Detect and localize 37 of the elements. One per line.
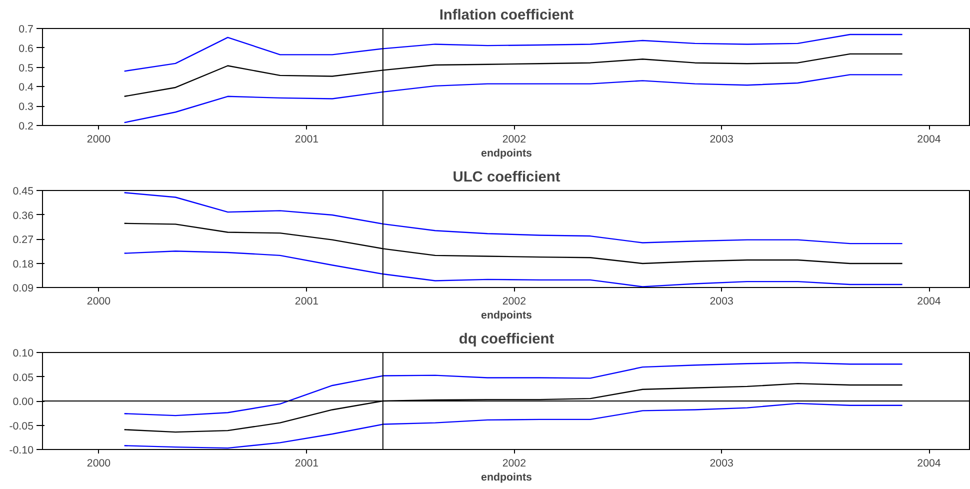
y-tick-label: 0.45: [12, 186, 34, 198]
chart-title: Inflation coefficient: [439, 8, 574, 24]
x-axis-title: endpoints: [481, 310, 532, 322]
y-tick-label: 0.6: [18, 42, 34, 55]
y-tick-label: 0.7: [18, 24, 34, 36]
x-tick-label: 2002: [502, 458, 526, 470]
x-tick-label: 2000: [86, 458, 111, 470]
y-tick-label: 0.2: [18, 120, 34, 132]
x-axis-title: endpoints: [481, 472, 532, 484]
x-tick-label: 2001: [294, 296, 319, 308]
y-tick-label: 0.4: [18, 82, 34, 94]
chart-title: dq coefficient: [458, 332, 554, 348]
x-tick-label: 2004: [917, 458, 941, 470]
y-tick-label: 0.00: [12, 396, 34, 408]
x-tick-label: 2004: [917, 134, 941, 146]
x-tick-label: 2000: [86, 296, 111, 308]
y-tick-label: 0.27: [12, 234, 34, 246]
x-tick-label: 2002: [502, 134, 526, 146]
x-tick-label: 2000: [86, 134, 111, 146]
y-tick-label: -0.05: [9, 420, 34, 432]
x-tick-label: 2001: [294, 134, 319, 146]
chart-title: ULC coefficient: [452, 170, 560, 186]
y-tick-label: 0.5: [18, 62, 34, 74]
y-tick-label: 0.09: [12, 282, 34, 294]
y-tick-label: 0.10: [12, 348, 34, 360]
y-tick-label: -0.10: [9, 444, 34, 456]
y-tick-label: 0.36: [12, 210, 34, 222]
x-tick-label: 2001: [294, 458, 319, 470]
x-tick-label: 2003: [710, 458, 734, 470]
y-tick-label: 0.3: [18, 101, 34, 114]
x-tick-label: 2003: [710, 134, 734, 146]
y-tick-label: 0.05: [12, 372, 34, 384]
x-tick-label: 2003: [710, 296, 734, 308]
x-axis-title: endpoints: [481, 148, 532, 160]
y-tick-label: 0.18: [12, 258, 34, 270]
x-tick-label: 2002: [502, 296, 526, 308]
x-tick-label: 2004: [917, 296, 941, 308]
